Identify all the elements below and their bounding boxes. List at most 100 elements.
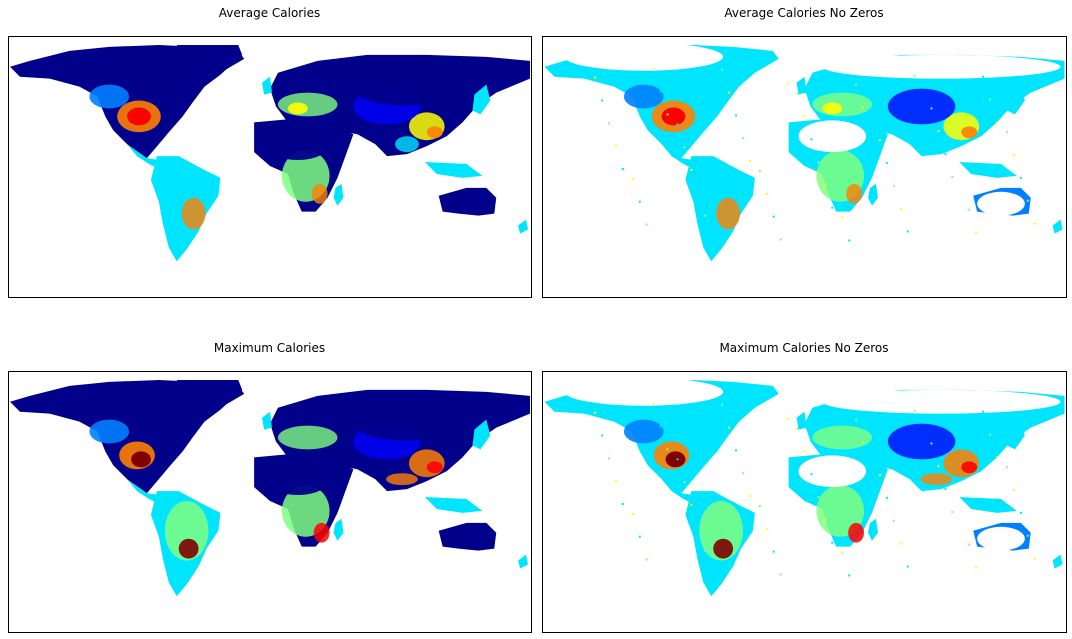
data-speck [1005,131,1008,134]
calorie-region-12 [266,128,330,161]
data-speck [1033,557,1036,560]
data-speck [996,456,999,459]
data-speck [638,535,641,538]
calorie-region-1 [661,107,686,126]
data-speck [690,168,693,171]
calorie-region-11 [266,463,330,496]
data-speck [899,207,902,210]
data-speck [1012,489,1015,492]
calorie-region-1 [665,451,686,468]
data-speck [608,457,610,460]
landmass-newZealand [518,554,529,569]
landmass-madagascar [333,518,344,541]
calorie-region-13 [887,88,956,125]
data-speck [735,114,738,117]
data-speck [848,574,851,577]
landmass-madagascar [868,183,878,206]
data-speck [631,177,634,180]
data-speck [996,121,999,124]
data-speck [899,542,902,545]
data-speck [690,503,693,506]
data-speck [652,67,655,70]
world-map-maximum-calories [10,379,530,597]
zero-masked-region-2 [798,120,867,153]
calorie-region-6 [846,183,863,204]
data-speck [741,472,744,475]
landmass-madagascar [333,183,344,206]
data-speck [855,418,858,421]
map-average-calories [8,36,532,298]
landmass-greenland [176,44,243,87]
data-speck [772,550,775,553]
data-speck [975,566,978,569]
calorie-region-7 [812,92,872,117]
data-speck [614,145,617,148]
data-speck [862,106,865,109]
calorie-region-2 [89,84,130,109]
data-speck [758,169,761,172]
data-speck [704,214,707,217]
data-speck [869,129,871,132]
data-speck [906,565,909,568]
data-speck [923,84,926,87]
data-speck [683,481,686,484]
world-map-average-calories [10,44,530,262]
world-map-maximum-calories-no-zeros [544,377,1065,597]
calorie-region-7 [277,425,338,450]
data-speck [930,442,933,445]
data-speck [608,122,610,125]
data-speck [937,465,940,468]
data-speck [621,502,624,505]
zero-masked-region-3 [977,526,1025,551]
landmass-madagascar [868,518,878,541]
data-speck [676,458,679,461]
world-map-average-calories-no-zeros [544,42,1065,262]
calorie-region-10 [961,126,978,139]
data-speck [885,497,888,500]
map-average-calories-no-zeros [542,36,1067,298]
data-speck [810,473,813,476]
data-speck [638,200,641,203]
data-speck [831,206,834,209]
calorie-region-9 [426,461,443,474]
data-speck [975,231,978,234]
data-speck [645,558,648,561]
calorie-region-4 [713,538,734,559]
data-speck [796,427,799,430]
data-speck [659,90,662,93]
calorie-region-11 [395,136,419,153]
data-speck [989,98,992,101]
data-speck [779,238,782,241]
data-speck [721,68,724,71]
landmass-indonesia [424,497,483,513]
calorie-region-2 [623,84,664,109]
data-speck [666,448,669,451]
zero-masked-region-1 [822,389,1061,414]
calorie-region-6 [313,522,330,543]
landmass-uk [262,411,272,430]
data-speck [1005,466,1008,469]
calorie-region-1 [131,451,151,468]
data-speck [666,113,669,116]
data-speck [697,191,700,194]
data-speck [659,425,662,428]
calorie-region-1 [127,107,151,126]
panel-title-maximum-calories: Maximum Calories [213,341,326,355]
landmass-uk [262,76,272,95]
calorie-region-5 [816,485,865,537]
data-speck [913,409,916,412]
data-speck [803,450,806,453]
data-speck [944,488,947,491]
data-speck [786,417,789,420]
data-speck [735,449,738,452]
data-speck [779,573,782,576]
calorie-region-4 [716,197,740,230]
data-speck [810,138,813,141]
landmass-indonesia [959,162,1017,178]
data-speck [824,518,827,521]
zero-masked-region-1 [822,54,1061,79]
data-speck [951,175,954,178]
map-maximum-calories-no-zeros [542,371,1067,633]
landmass-australia [438,187,497,216]
landmass-uk [796,76,807,95]
